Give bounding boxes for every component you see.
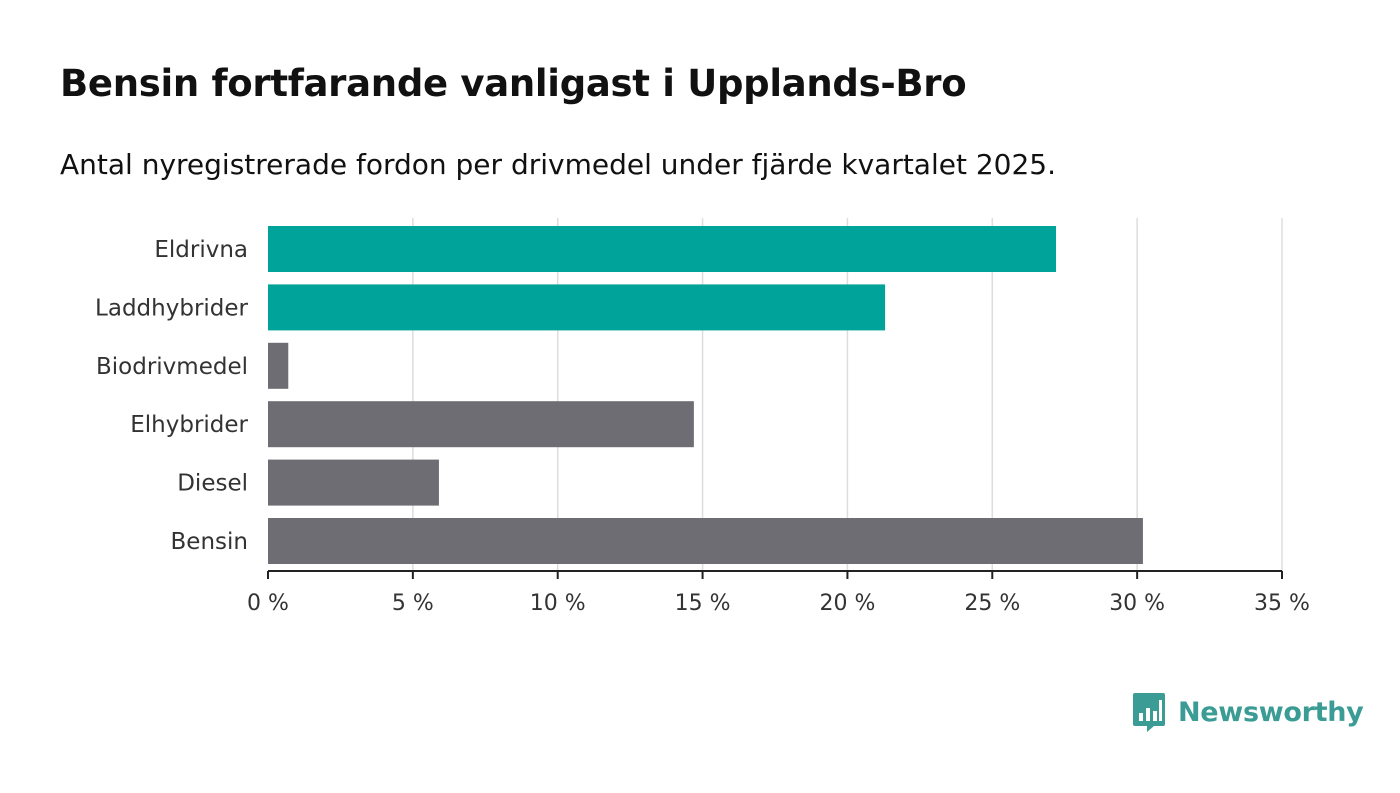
bar-eldrivna — [268, 226, 1057, 272]
x-tick-label: 10 % — [530, 591, 586, 616]
category-label: Laddhybrider — [95, 295, 248, 321]
chart-title: Bensin fortfarande vanligast i Upplands-… — [60, 62, 967, 105]
newsworthy-logo: Newsworthy — [1132, 690, 1364, 734]
gridlines — [412, 218, 1283, 571]
bar-diesel — [268, 459, 439, 506]
chart-subtitle: Antal nyregistrerade fordon per drivmede… — [60, 148, 1057, 181]
newsworthy-chart-bubble-icon — [1133, 693, 1165, 732]
x-tick-label: 20 % — [819, 591, 875, 616]
x-tick-label: 5 % — [392, 591, 434, 616]
category-label: Elhybrider — [130, 412, 248, 438]
bar-bensin — [268, 518, 1143, 564]
category-labels: Eldrivna Laddhybrider Biodrivmedel Elhybrid… — [95, 237, 248, 555]
x-tick-label: 0 % — [247, 591, 289, 616]
x-axis: 0 % 5 % 10 % 15 % 20 % 25 % 30 % 35 % — [247, 570, 1310, 616]
x-tick-label: 35 % — [1254, 591, 1310, 616]
category-label: Bensin — [171, 529, 248, 555]
brand-name: Newsworthy — [1178, 696, 1364, 728]
bar-elhybrider — [268, 401, 694, 448]
x-tick-label: 25 % — [964, 591, 1020, 616]
bars — [268, 226, 1143, 564]
bar-laddhybrider — [268, 284, 886, 331]
x-tick-label: 30 % — [1109, 591, 1165, 616]
bar-biodrivmedel — [268, 342, 289, 389]
category-label: Biodrivmedel — [96, 354, 248, 380]
category-label: Eldrivna — [154, 237, 248, 263]
category-label: Diesel — [177, 471, 248, 497]
x-tick-label: 15 % — [675, 591, 731, 616]
